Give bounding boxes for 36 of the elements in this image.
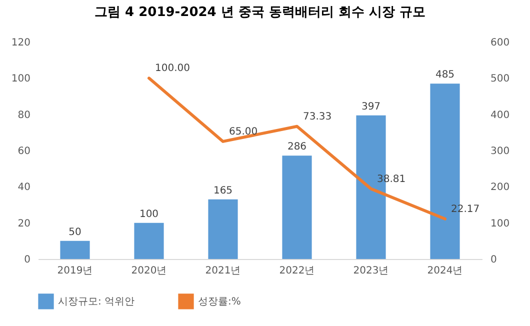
bar [208, 199, 238, 259]
y-tick-label: 100 [11, 74, 30, 85]
x-tick-label: 2020년 [131, 266, 167, 276]
y-tick-label: 80 [18, 110, 30, 121]
chart-title: 그림 4 2019-2024 년 중국 동력배터리 회수 시장 규모 [94, 5, 426, 20]
y2-tick-label: 500 [490, 74, 510, 85]
x-tick-label: 2022년 [279, 266, 315, 276]
y2-tick-label: 100 [490, 218, 510, 230]
y-tick-label: 20 [18, 218, 30, 230]
legend-label: 시장규모: 억위안 [58, 296, 135, 308]
bar [60, 240, 90, 259]
y-tick-label: 120 [11, 38, 30, 48]
y-tick-label: 40 [18, 182, 30, 194]
bar [134, 222, 164, 259]
data-label: 286 [287, 142, 307, 153]
data-label: 485 [435, 70, 455, 81]
y2-tick-label: 200 [490, 182, 510, 194]
y2-tick-label: 400 [490, 110, 510, 121]
x-tick-label: 2021년 [205, 266, 241, 276]
data-label: 165 [213, 185, 233, 196]
data-label: 73.33 [303, 111, 332, 122]
data-label: 100.00 [155, 63, 190, 74]
bar [282, 156, 312, 259]
data-label: 397 [361, 101, 381, 112]
y-tick-label: 60 [18, 146, 30, 157]
x-tick-label: 2019년 [57, 266, 93, 276]
data-label: 65.00 [229, 126, 258, 138]
y-tick-label: 0 [24, 254, 30, 266]
data-label: 50 [68, 226, 82, 238]
data-label: 100 [139, 208, 159, 220]
legend-label: 성장률:% [198, 296, 241, 308]
y2-tick-label: 300 [490, 146, 510, 157]
x-tick-label: 2023년 [353, 266, 389, 276]
y2-tick-label: 600 [490, 38, 510, 48]
y2-tick-label: 0 [490, 254, 497, 266]
x-tick-label: 2024년 [427, 266, 463, 276]
